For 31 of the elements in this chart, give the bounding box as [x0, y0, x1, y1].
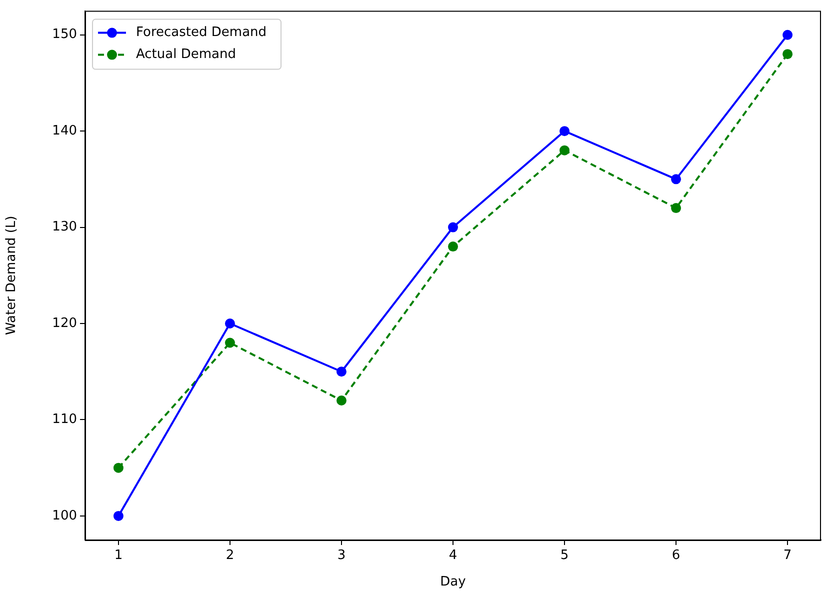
- x-tick-label: 4: [448, 548, 458, 564]
- legend-label: Actual Demand: [136, 47, 236, 62]
- y-tick-label: 140: [52, 123, 77, 138]
- point: [782, 49, 793, 60]
- point: [448, 242, 458, 252]
- point: [113, 462, 124, 473]
- y-axis-title: Water Demand (L): [4, 216, 20, 336]
- point: [448, 222, 458, 232]
- x-tick-label: 1: [114, 548, 123, 564]
- x-tick-label: 6: [672, 548, 680, 564]
- point: [113, 510, 124, 521]
- point: [671, 203, 682, 214]
- legend-label: Forecasted Demand: [136, 25, 267, 40]
- point: [224, 318, 235, 329]
- y-tick-label: 150: [52, 27, 77, 42]
- point: [782, 30, 793, 40]
- point: [336, 366, 346, 377]
- point: [560, 126, 570, 136]
- point: [224, 338, 235, 348]
- point: [671, 174, 682, 184]
- point: [560, 145, 570, 156]
- x-tick-label: 3: [337, 548, 346, 564]
- y-tick-label: 110: [52, 412, 77, 428]
- x-tick-label: 5: [560, 548, 569, 564]
- point: [336, 395, 346, 406]
- y-tick-label: 100: [52, 508, 77, 524]
- x-tick-label: 2: [226, 548, 234, 564]
- x-tick-label: 7: [783, 548, 792, 564]
- y-tick-label: 130: [52, 220, 77, 235]
- y-tick-label: 120: [52, 316, 77, 331]
- x-axis-title: Day: [440, 574, 466, 590]
